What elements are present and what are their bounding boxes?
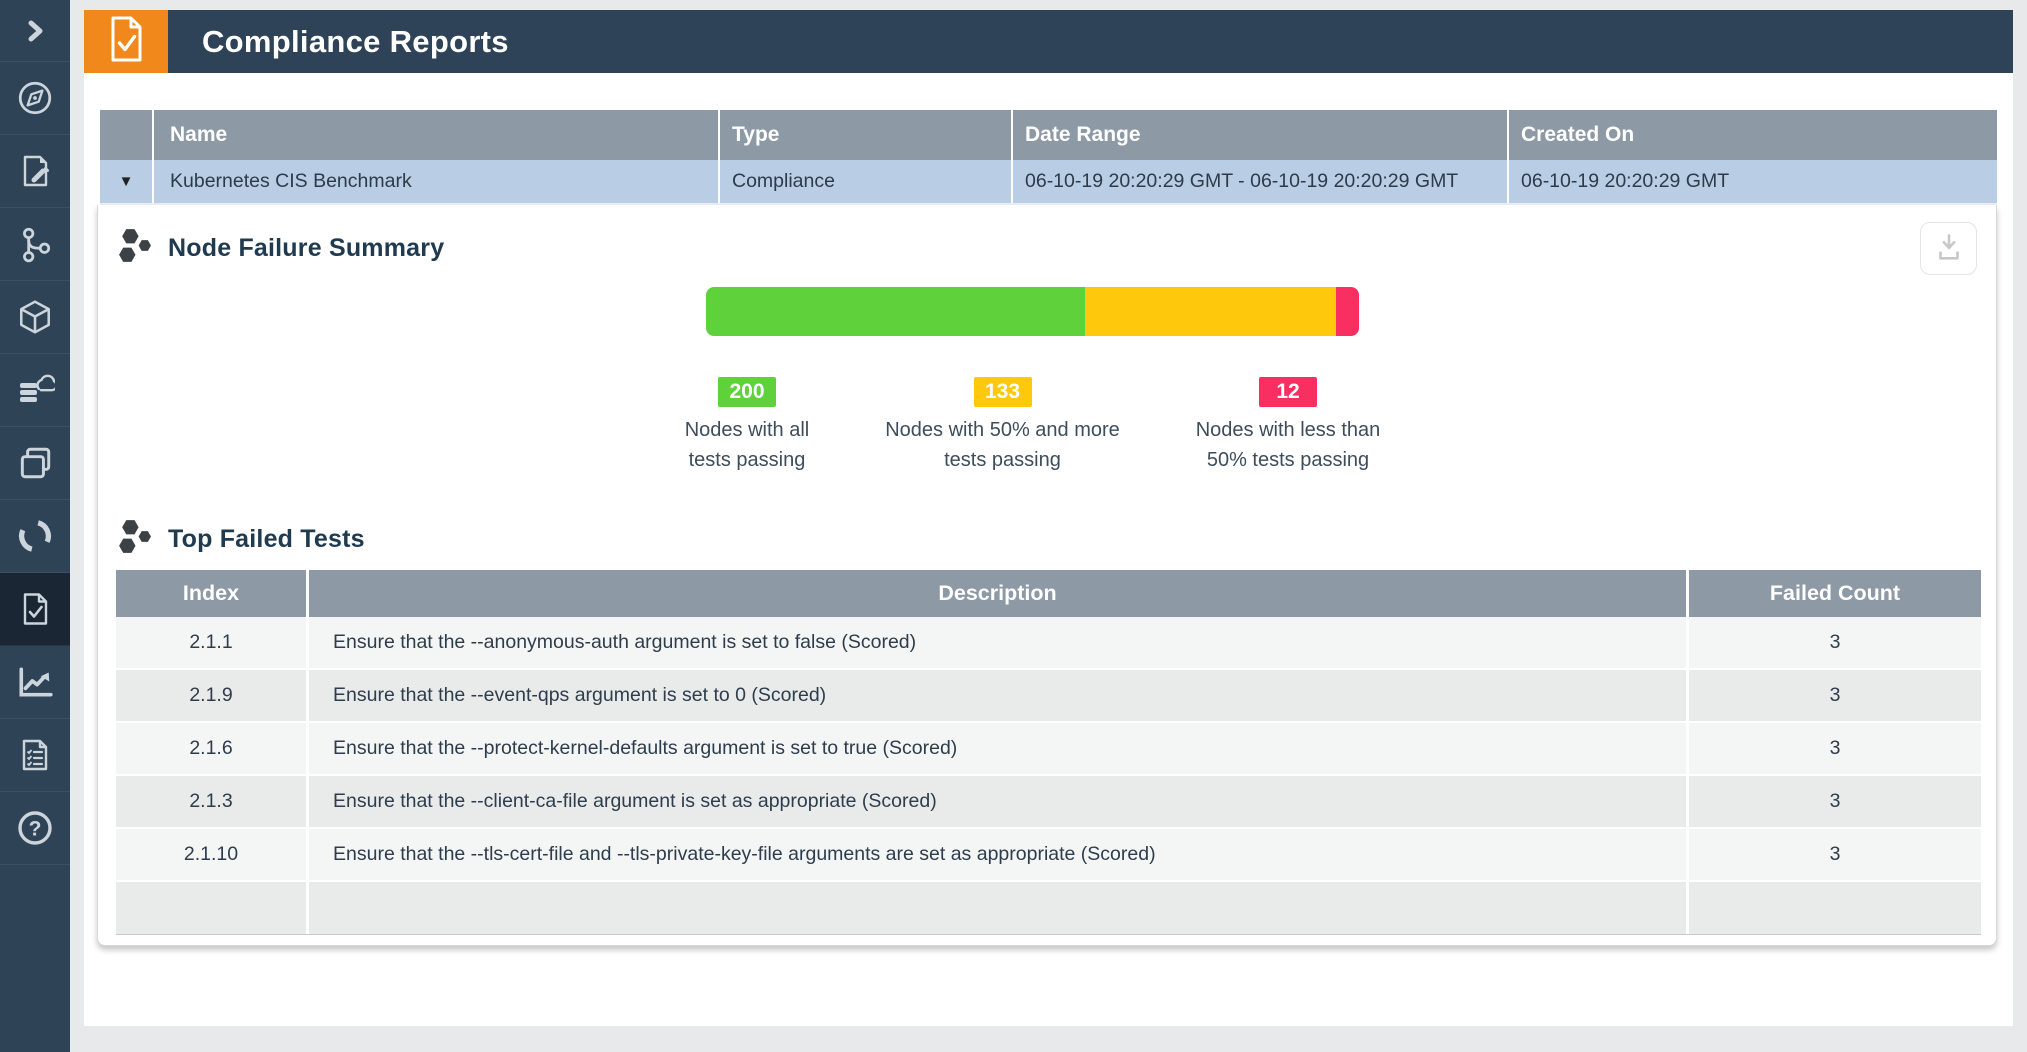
bar-segment-less-than-50-passing bbox=[1336, 287, 1359, 336]
help-icon: ? bbox=[15, 808, 55, 848]
compliance-report-icon bbox=[17, 591, 53, 627]
sync-icon bbox=[16, 517, 54, 555]
empty-cell bbox=[116, 882, 306, 934]
legend-item-50-and-more: 133 Nodes with 50% and more tests passin… bbox=[880, 377, 1125, 475]
legend-badge-green: 200 bbox=[718, 377, 776, 407]
copies-icon bbox=[16, 444, 54, 482]
sidebar-item-registry[interactable] bbox=[0, 354, 70, 427]
column-header-type: Type bbox=[718, 110, 1011, 160]
sidebar-item-reports[interactable] bbox=[0, 719, 70, 792]
report-detail-panel: Node Failure Summary 200 Nodes with all … bbox=[97, 205, 1997, 946]
chevron-right-icon bbox=[21, 17, 49, 45]
failed-test-row: 2.1.9 Ensure that the --event-qps argume… bbox=[116, 670, 1981, 723]
reports-table-header: Name Type Date Range Created On bbox=[100, 110, 1997, 160]
row-expander-cell: ▼ bbox=[100, 160, 152, 203]
column-header-name: Name bbox=[152, 110, 718, 160]
top-failed-tests-header: Top Failed Tests bbox=[116, 518, 365, 560]
failed-test-row: 2.1.10 Ensure that the --tls-cert-file a… bbox=[116, 829, 1981, 882]
column-header-failed-count: Failed Count bbox=[1686, 570, 1981, 617]
sidebar-item-runtime[interactable] bbox=[0, 500, 70, 573]
sidebar-item-expand[interactable] bbox=[0, 0, 70, 62]
metrics-chart-icon bbox=[16, 663, 54, 701]
legend-badge-pink: 12 bbox=[1259, 377, 1317, 407]
test-index-cell: 2.1.9 bbox=[189, 684, 233, 706]
report-edit-icon bbox=[17, 153, 53, 189]
report-name-cell: Kubernetes CIS Benchmark bbox=[152, 160, 718, 203]
app-header-icon-box bbox=[84, 10, 168, 73]
header-expander-spacer bbox=[100, 110, 152, 160]
column-header-index: Index bbox=[182, 581, 240, 605]
report-row-kubernetes-cis-benchmark[interactable]: ▼ Kubernetes CIS Benchmark Compliance 06… bbox=[100, 160, 1997, 205]
test-failed-count-cell: 3 bbox=[1686, 617, 1981, 668]
svg-text:?: ? bbox=[29, 818, 42, 841]
page-title: Compliance Reports bbox=[202, 23, 509, 59]
tests-table-header: Index Description Failed Count bbox=[116, 570, 1981, 617]
test-description-cell: Ensure that the --client-ca-file argumen… bbox=[306, 776, 1686, 827]
test-failed-count-cell: 3 bbox=[1686, 670, 1981, 721]
report-date-range-cell: 06-10-19 20:20:29 GMT - 06-10-19 20:20:2… bbox=[1011, 160, 1507, 203]
sidebar-item-help[interactable]: ? bbox=[0, 792, 70, 865]
main-content: Compliance Reports Name Type Date Range … bbox=[84, 10, 2013, 1026]
failed-test-row: 2.1.1 Ensure that the --anonymous-auth a… bbox=[116, 617, 1981, 670]
test-failed-count-cell: 3 bbox=[1686, 829, 1981, 880]
test-description-cell: Ensure that the --protect-kernel-default… bbox=[306, 723, 1686, 774]
top-failed-tests-title: Top Failed Tests bbox=[168, 524, 365, 553]
sidebar-item-topology[interactable] bbox=[0, 208, 70, 281]
sidebar-item-metrics[interactable] bbox=[0, 646, 70, 719]
test-failed-count-cell: 3 bbox=[1686, 776, 1981, 827]
failed-test-row: 2.1.6 Ensure that the --protect-kernel-d… bbox=[116, 723, 1981, 776]
cluster-hexagons-icon bbox=[116, 518, 153, 560]
empty-cell bbox=[306, 882, 1686, 934]
column-header-date-range: Date Range bbox=[1011, 110, 1507, 160]
legend-badge-yellow: 133 bbox=[973, 377, 1032, 407]
cube-icon bbox=[16, 298, 54, 336]
sidebar-item-policies[interactable] bbox=[0, 135, 70, 208]
topology-icon bbox=[16, 225, 54, 263]
test-index-cell: 2.1.6 bbox=[189, 737, 233, 759]
node-failure-stacked-bar bbox=[706, 287, 1359, 336]
summary-list-icon bbox=[17, 737, 53, 773]
legend-label: Nodes with all tests passing bbox=[684, 419, 810, 471]
bar-segment-all-passing bbox=[706, 287, 1085, 336]
sidebar-item-containers[interactable] bbox=[0, 281, 70, 354]
download-icon bbox=[1932, 229, 1966, 268]
node-failure-summary-header: Node Failure Summary bbox=[116, 227, 444, 269]
node-failure-legend: 200 Nodes with all tests passing 133 Nod… bbox=[685, 377, 1380, 475]
column-header-created-on: Created On bbox=[1507, 110, 1997, 160]
compliance-reports-table: Name Type Date Range Created On ▼ Kubern… bbox=[100, 110, 1997, 205]
collapse-row-button[interactable]: ▼ bbox=[118, 173, 134, 190]
compliance-report-header-icon bbox=[100, 13, 152, 70]
legend-label: Nodes with 50% and more tests passing bbox=[885, 419, 1120, 471]
legend-item-less-than-50: 12 Nodes with less than 50% tests passin… bbox=[1173, 377, 1403, 475]
test-description-cell: Ensure that the --event-qps argument is … bbox=[306, 670, 1686, 721]
page-title-bar: Compliance Reports bbox=[168, 10, 2013, 73]
test-description-cell: Ensure that the --tls-cert-file and --tl… bbox=[306, 829, 1686, 880]
failed-test-row: 2.1.3 Ensure that the --client-ca-file a… bbox=[116, 776, 1981, 829]
test-index-cell: 2.1.1 bbox=[189, 631, 233, 653]
test-index-cell: 2.1.10 bbox=[183, 843, 239, 865]
legend-label: Nodes with less than 50% tests passing bbox=[1195, 419, 1381, 471]
column-header-description: Description bbox=[306, 570, 1686, 617]
test-index-cell: 2.1.3 bbox=[189, 790, 233, 812]
node-failure-summary-title: Node Failure Summary bbox=[168, 233, 445, 262]
test-description-cell: Ensure that the --anonymous-auth argumen… bbox=[306, 617, 1686, 668]
cloud-storage-icon bbox=[15, 370, 55, 410]
sidebar-item-explore[interactable] bbox=[0, 62, 70, 135]
test-failed-count-cell: 3 bbox=[1686, 723, 1981, 774]
empty-cell bbox=[1686, 882, 1981, 934]
app-header: Compliance Reports bbox=[84, 10, 2013, 73]
top-failed-tests-table: Index Description Failed Count 2.1.1 Ens… bbox=[116, 570, 1981, 935]
report-created-on-cell: 06-10-19 20:20:29 GMT bbox=[1507, 160, 1997, 203]
compass-icon bbox=[16, 79, 54, 117]
bar-segment-50-and-more-passing bbox=[1084, 287, 1337, 336]
empty-table-row bbox=[116, 882, 1981, 935]
download-report-button[interactable] bbox=[1920, 222, 1977, 275]
sidebar-item-images[interactable] bbox=[0, 427, 70, 500]
report-type-cell: Compliance bbox=[718, 160, 1011, 203]
sidebar-item-compliance-reports[interactable] bbox=[0, 573, 70, 646]
cluster-hexagons-icon bbox=[116, 227, 153, 269]
legend-item-all-passing: 200 Nodes with all tests passing bbox=[662, 377, 832, 475]
sidebar: ? bbox=[0, 0, 70, 1052]
